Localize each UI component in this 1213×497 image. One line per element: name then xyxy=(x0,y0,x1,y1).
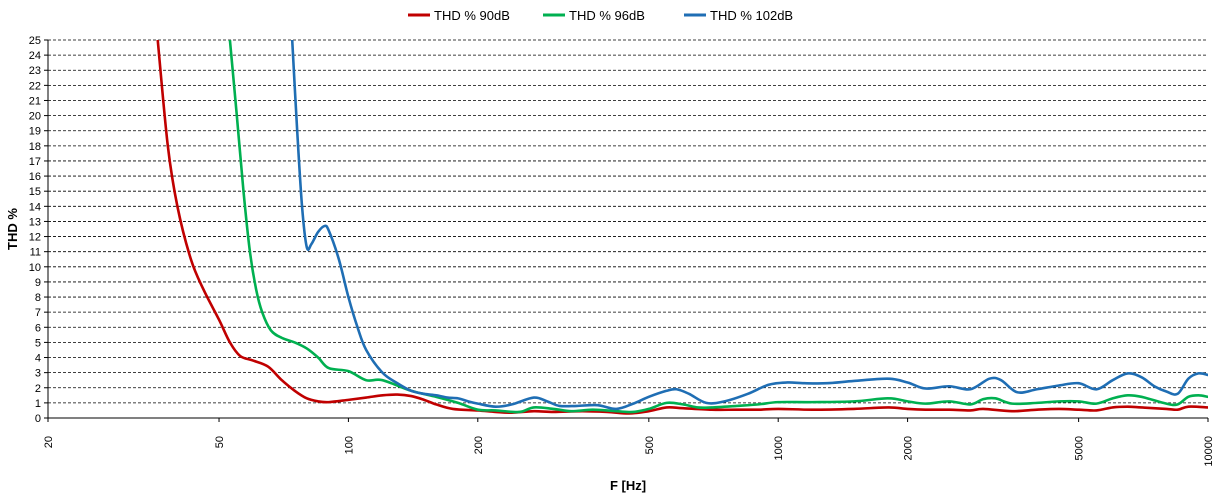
y-tick-label: 17 xyxy=(29,156,41,168)
y-tick-label: 11 xyxy=(30,247,41,259)
x-tick-label: 2000 xyxy=(903,436,915,460)
y-tick-label: 5 xyxy=(35,337,41,349)
y-tick-label: 22 xyxy=(29,80,41,92)
y-tick-label: 8 xyxy=(35,292,41,304)
series-lines xyxy=(156,40,1208,415)
x-tick-label: 10000 xyxy=(1203,436,1213,467)
y-tick-label: 15 xyxy=(29,186,41,198)
y-tick-label: 3 xyxy=(35,368,41,380)
axes xyxy=(47,40,1208,419)
y-tick-label: 25 xyxy=(29,35,41,47)
x-tick-label: 50 xyxy=(214,436,226,448)
y-axis-title: THD % xyxy=(5,208,20,250)
y-tick-label: 14 xyxy=(29,201,41,213)
y-tick-label: 10 xyxy=(29,262,41,274)
y-tick-label: 0 xyxy=(35,413,41,425)
legend-label: THD % 96dB xyxy=(569,8,645,23)
y-tick-label: 9 xyxy=(35,277,41,289)
legend-label: THD % 90dB xyxy=(434,8,510,23)
x-axis-title: F [Hz] xyxy=(610,478,646,493)
grid-lines xyxy=(48,39,1208,404)
series-line-3 xyxy=(290,40,1208,411)
x-tick-label: 500 xyxy=(644,436,656,454)
y-tick-label: 24 xyxy=(29,50,41,62)
y-tick-label: 13 xyxy=(29,216,41,228)
x-tick-label: 100 xyxy=(343,436,355,454)
y-tick-label: 16 xyxy=(29,171,41,183)
y-tick-label: 1 xyxy=(35,398,41,410)
y-tick-label: 2 xyxy=(35,383,41,395)
y-tick-label: 18 xyxy=(29,141,41,153)
y-tick-label: 20 xyxy=(29,111,41,123)
y-tick-label: 12 xyxy=(29,232,41,244)
y-tick-label: 6 xyxy=(35,322,41,334)
y-tick-labels: 0123456789101112131415161718192021222324… xyxy=(29,35,48,425)
x-tick-label: 5000 xyxy=(1074,436,1086,460)
y-tick-label: 4 xyxy=(35,353,41,365)
y-tick-label: 19 xyxy=(29,126,41,138)
x-tick-label: 1000 xyxy=(773,436,785,460)
x-tick-label: 200 xyxy=(473,436,485,454)
legend-label: THD % 102dB xyxy=(710,8,793,23)
x-tick-label: 20 xyxy=(43,436,55,448)
y-tick-label: 7 xyxy=(35,307,41,319)
x-tick-labels: 20 50 100 200 500 1000 2000 5000 10000 xyxy=(43,418,1213,467)
series-line-1 xyxy=(156,40,1208,415)
series-line-2 xyxy=(228,40,1208,414)
y-tick-label: 21 xyxy=(29,95,41,107)
legend: THD % 90dB THD % 96dB THD % 102dB xyxy=(408,8,793,23)
y-tick-label: 23 xyxy=(29,65,41,77)
